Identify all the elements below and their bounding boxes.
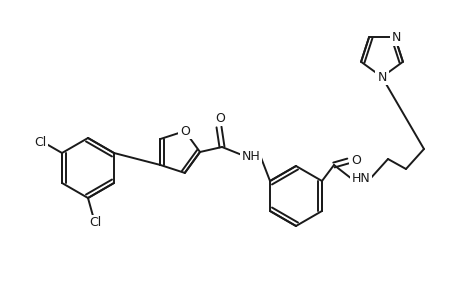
Text: Cl: Cl <box>89 217 101 230</box>
Text: O: O <box>350 154 360 167</box>
Text: O: O <box>179 124 189 138</box>
Text: Cl: Cl <box>34 136 46 149</box>
Text: O: O <box>215 112 224 124</box>
Text: NH: NH <box>241 149 260 163</box>
Text: N: N <box>392 31 401 44</box>
Text: HN: HN <box>351 172 369 185</box>
Text: N: N <box>376 70 386 83</box>
